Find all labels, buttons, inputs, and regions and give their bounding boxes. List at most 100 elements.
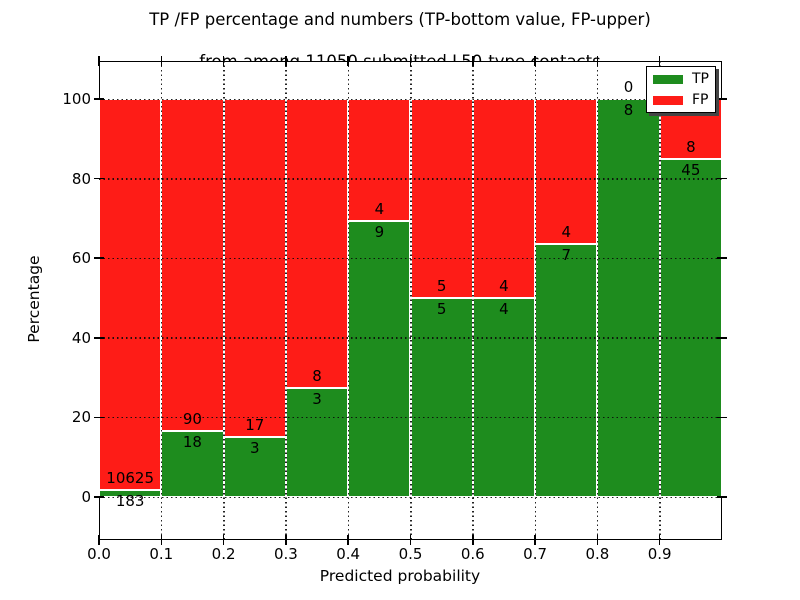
x-tick-bottom-0.8	[596, 535, 599, 545]
gridline-x-0.6	[472, 61, 474, 540]
legend-label-tp: TP	[692, 71, 709, 87]
x-tick-label-0.2: 0.2	[211, 545, 236, 563]
x-tick-label-0.3: 0.3	[273, 545, 298, 563]
bar-fp-count-0.1-0.2: 90	[182, 409, 202, 428]
bar-tp-count-0.4-0.5: 9	[374, 223, 385, 242]
legend-row-tp: TP	[653, 71, 709, 88]
x-tick-bottom-0.9	[658, 535, 661, 545]
bar-fp-count-0.9-1.0: 8	[686, 138, 696, 157]
gridline-x-0.5	[410, 61, 412, 540]
y-tick-label-100: 100	[62, 90, 91, 108]
bar-segment-tp-0.9-1.0	[659, 159, 722, 497]
y-tick-left-100	[94, 98, 104, 100]
bar-segment-tp-0.8-0.9	[597, 99, 660, 497]
y-tick-left-60	[94, 257, 104, 259]
bar-tp-count-0.2-0.3: 3	[249, 439, 260, 458]
y-tick-right-40	[717, 337, 727, 339]
x-tick-label-0.5: 0.5	[398, 545, 423, 563]
x-tick-top-0.3	[285, 56, 287, 66]
x-tick-top-0.0	[98, 56, 100, 66]
bar-tp-count-0.6-0.7: 4	[499, 300, 509, 318]
tp-legend-swatch-icon	[653, 74, 683, 84]
bar-segment-tp-0.6-0.7	[472, 298, 536, 497]
bar-segment-tp-0.7-0.8	[535, 243, 598, 497]
x-tick-top-0.7	[534, 56, 536, 66]
y-tick-left-20	[94, 416, 104, 419]
y-tick-left-40	[94, 337, 104, 339]
x-tick-bottom-0.3	[285, 535, 287, 545]
bar-segment-fp-0.6-0.7	[472, 99, 536, 298]
y-tick-label-80: 80	[71, 169, 91, 188]
x-tick-bottom-0.6	[472, 535, 474, 545]
x-axis-label: Predicted probability	[319, 567, 481, 585]
x-tick-label-0.8: 0.8	[585, 545, 610, 563]
fp-legend-swatch-icon	[653, 95, 683, 105]
bar-segment-fp-0.5-0.6	[410, 99, 473, 298]
bar-tp-count-0.5-0.6: 5	[436, 300, 447, 318]
x-tick-top-0.2	[222, 56, 225, 66]
bar-tp-count-0.3-0.4: 3	[312, 390, 322, 409]
y-tick-right-60	[717, 257, 727, 259]
x-tick-label-0.4: 0.4	[336, 545, 361, 563]
x-tick-top-0.8	[596, 56, 599, 66]
gridline-x-0.3	[285, 61, 287, 540]
gridline-x-0.8	[596, 61, 599, 540]
bar-fp-count-0.2-0.3: 17	[245, 416, 265, 435]
bar-tp-count-0.7-0.8: 7	[561, 245, 572, 264]
bar-tp-count-0.9-1.0: 45	[681, 161, 701, 180]
x-tick-top-0.5	[409, 56, 412, 66]
bar-fp-count-0.0-0.1: 10625	[106, 469, 154, 488]
y-tick-right-80	[717, 177, 727, 180]
gridline-x-0.7	[534, 61, 537, 540]
bar-segment-tp-0.4-0.5	[348, 221, 411, 497]
bar-segment-fp-0.7-0.8	[535, 99, 598, 244]
y-tick-label-40: 40	[71, 328, 91, 347]
gridline-x-0.1	[160, 61, 163, 540]
legend-row-fp: FP	[653, 92, 709, 109]
y-tick-label-60: 60	[71, 249, 91, 268]
bar-fp-count-0.7-0.8: 4	[561, 222, 572, 241]
y-tick-right-0	[717, 496, 727, 498]
bar-fp-count-0.8-0.9: 0	[623, 78, 634, 96]
bar-segment-tp-0.2-0.3	[223, 437, 286, 497]
bar-segment-tp-0.1-0.2	[161, 430, 224, 497]
x-tick-top-0.1	[160, 56, 163, 66]
x-tick-bottom-0.2	[222, 535, 225, 545]
y-tick-left-0	[94, 496, 104, 498]
x-tick-bottom-0.0	[98, 535, 100, 545]
x-tick-bottom-0.1	[160, 535, 163, 545]
y-tick-right-100	[717, 98, 727, 100]
bar-segment-fp-0.0-0.1	[99, 99, 162, 491]
bar-segment-fp-0.3-0.4	[285, 99, 349, 389]
gridline-x-0.2	[223, 61, 225, 540]
bar-fp-count-0.5-0.6: 5	[436, 277, 447, 295]
x-tick-bottom-0.4	[347, 535, 349, 545]
gridline-x-0.4	[347, 61, 350, 540]
bar-fp-count-0.4-0.5: 4	[374, 200, 385, 219]
x-tick-label-0.0: 0.0	[87, 545, 111, 563]
bar-segment-fp-0.1-0.2	[161, 99, 224, 431]
x-tick-label-0.7: 0.7	[523, 545, 548, 563]
bar-segment-tp-0.3-0.4	[285, 388, 349, 497]
bar-tp-count-0.8-0.9: 8	[623, 101, 634, 119]
x-tick-top-0.4	[347, 56, 349, 66]
legend-label-fp: FP	[692, 92, 709, 108]
x-tick-top-0.6	[472, 56, 474, 66]
bar-segment-tp-0.5-0.6	[410, 298, 473, 497]
bar-fp-count-0.3-0.4: 8	[312, 367, 322, 386]
y-tick-left-80	[94, 177, 104, 180]
x-tick-label-0.6: 0.6	[460, 545, 485, 563]
y-tick-label-0: 0	[81, 488, 91, 506]
legend: TP FP	[646, 66, 716, 113]
bar-tp-count-0.0-0.1: 183	[115, 492, 145, 511]
y-tick-label-20: 20	[71, 408, 91, 427]
gridline-x-0.9	[659, 61, 661, 540]
bar-segment-fp-0.2-0.3	[223, 99, 286, 438]
x-tick-label-0.9: 0.9	[647, 545, 672, 563]
x-tick-label-0.1: 0.1	[149, 545, 174, 563]
x-tick-top-0.9	[658, 56, 661, 66]
chart-title-line1: TP /FP percentage and numbers (TP-bottom…	[149, 10, 651, 29]
y-tick-right-20	[717, 416, 727, 419]
bar-segment-fp-0.4-0.5	[348, 99, 411, 222]
